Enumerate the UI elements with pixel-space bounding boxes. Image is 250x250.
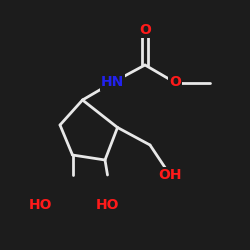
Text: HO: HO	[28, 198, 52, 212]
Text: O: O	[139, 23, 151, 37]
Text: HO: HO	[96, 198, 119, 212]
Text: OH: OH	[158, 168, 182, 182]
Text: O: O	[169, 76, 181, 90]
Text: HN: HN	[101, 76, 124, 90]
